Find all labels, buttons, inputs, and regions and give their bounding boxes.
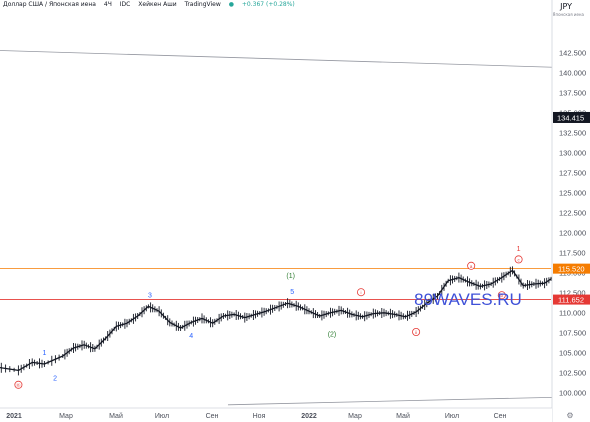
time-tick-label: Ноя [253,413,266,420]
platform-label: TradingView [184,1,221,8]
time-tick-label: Май [396,412,410,420]
wave-label-circle [514,255,523,264]
price-tick-label: 137.500 [559,88,586,97]
price-tick-label: 130.000 [559,148,586,157]
price-tick-label: 120.000 [559,228,586,237]
wave-label-circle [467,261,476,270]
level-price-tag-1 [553,263,590,274]
wave-label: 5 [290,289,294,296]
interval-label[interactable]: 4Ч [103,1,112,8]
price-change: +0.367 (+0.28%) [241,1,295,8]
chart-style-label[interactable]: Хейкен Аши [138,1,177,8]
wave-label: 1 [517,246,521,253]
level-price-label-2: 111.652 [558,296,584,305]
time-tick-label: 2022 [301,413,317,420]
wave-label: 1 [42,350,46,357]
time-tick-label: Май [109,412,123,420]
level-price-label-1: 115.520 [558,265,585,274]
last-price-label: 134.415 [557,113,584,122]
wave-label-circle [357,288,366,297]
plot-area [0,0,551,408]
wave-label: (2) [328,331,337,338]
trendline-1 [0,50,590,69]
currency-label[interactable]: JPY [560,2,572,11]
status-dot-icon: ● [228,1,234,8]
price-tick-label: 110.000 [559,308,586,317]
wave-label: a [470,264,473,269]
symbol-name[interactable]: Доллар США / Японская иена [3,1,96,8]
wave-label: b [501,293,504,298]
price-tick-label: 140.000 [559,68,586,77]
last-price-tag [553,111,590,123]
wave-label: 4 [189,333,193,340]
level-price-tag-2 [553,294,590,305]
wave-label: 2 [53,375,57,382]
price-tick-label: 125.000 [559,188,586,197]
trendline-2 [227,396,590,406]
gear-icon: ⚙ [566,411,573,420]
chart-header: Доллар США / Японская иена 4Ч IDC Хейкен… [3,1,301,8]
wave-label: i [361,290,362,295]
wave-label: ii [415,330,417,335]
wave-label-circle [14,380,23,389]
price-tick-label: 107.500 [559,328,586,337]
time-tick-label: Сен [206,413,219,420]
price-tick-label: 102.500 [559,368,586,377]
wave-label: 3 [148,292,152,299]
wave-label-circle [497,291,506,300]
wave-label: (1) [286,273,295,280]
price-tick-label: 142.500 [559,48,586,57]
wave-label: c [517,257,520,262]
price-axis [552,0,590,422]
currency-sublabel: Японская иена [552,12,584,17]
price-tick-label: 122.500 [559,208,586,217]
time-tick-label: Июл [155,413,169,420]
price-tick-label: 112.500 [559,288,586,297]
time-axis [0,408,552,422]
price-tick-label: 105.000 [559,348,586,357]
price-tick-label: 132.500 [559,128,586,137]
time-tick-label: Мар [348,413,362,420]
time-tick-label: Сен [494,413,507,420]
time-tick-label: 2021 [6,413,22,420]
price-tick-label: 117.500 [559,248,586,257]
source-label: IDC [119,1,131,8]
price-series-line [0,268,590,372]
time-tick-label: Мар [59,413,73,420]
wave-label: Ⓑ [16,382,21,389]
price-tick-label: 127.500 [559,168,586,177]
watermark-text: 89WAVES.RU [414,290,522,309]
wave-label-circle [412,327,421,336]
price-tick-label: 100.000 [559,388,586,397]
time-tick-label: Июл [445,413,459,420]
